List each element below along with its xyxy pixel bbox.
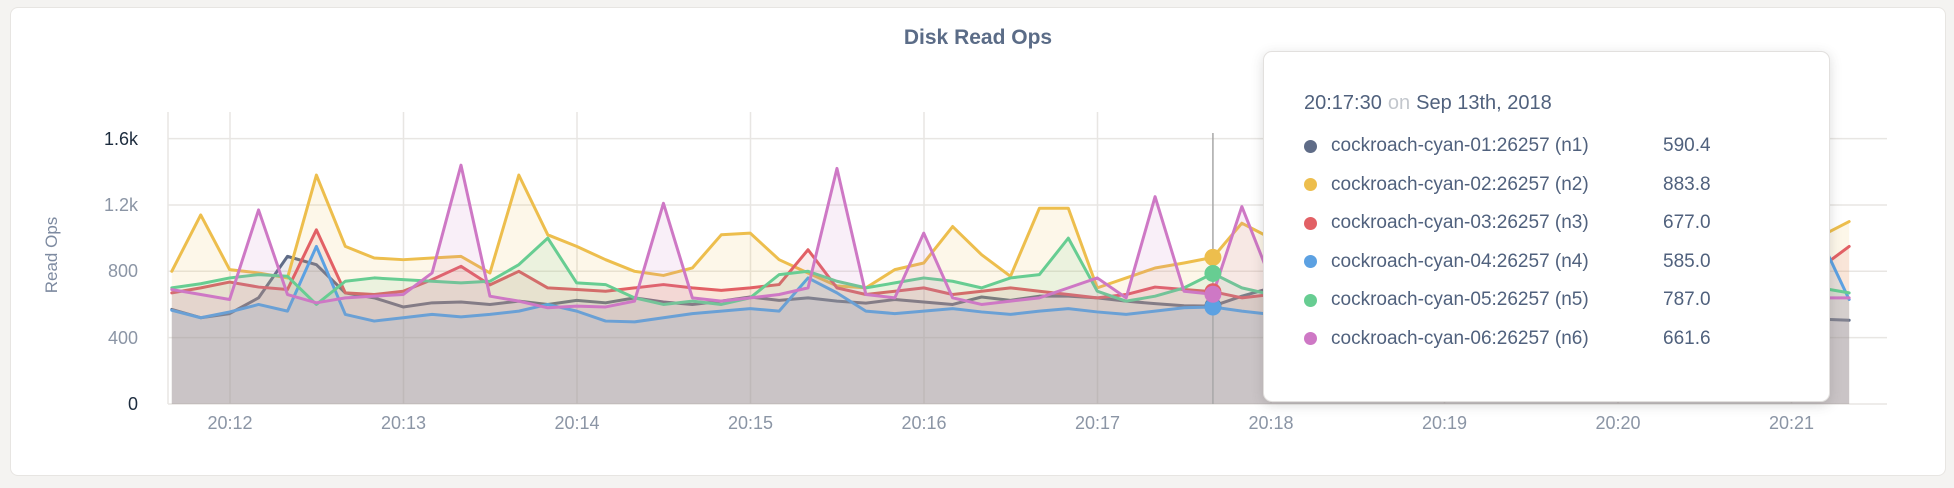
- x-tick-label: 20:17: [1074, 413, 1121, 433]
- chart-title: Disk Read Ops: [903, 26, 1053, 49]
- hover-dot-n4: [1204, 298, 1222, 316]
- y-tick-label: 800: [107, 261, 138, 282]
- tooltip-row: cockroach-cyan-06:26257 (n6) 661.6: [1304, 320, 1799, 359]
- legend-dot-icon: [1304, 293, 1317, 307]
- x-tick-label: 20:21: [1768, 413, 1815, 433]
- x-tick-label: 20:18: [1248, 413, 1294, 433]
- hover-dot-n6: [1204, 285, 1222, 303]
- tooltip-series-label: cockroach-cyan-03:26257 (n3): [1331, 212, 1589, 234]
- tooltip-series-value: 677.0: [1663, 212, 1711, 234]
- x-tick-label: 20:15: [727, 413, 774, 433]
- tooltip-series-value: 883.8: [1663, 173, 1711, 195]
- legend-dot-icon: [1304, 332, 1317, 346]
- x-tick-label: 20:13: [380, 413, 427, 433]
- tooltip-series-value: 787.0: [1663, 289, 1711, 311]
- y-tick-label: 0: [127, 394, 138, 414]
- tooltip-series-value: 590.4: [1663, 135, 1711, 157]
- x-tick-label: 20:16: [901, 413, 947, 433]
- x-tick-label: 20:14: [554, 413, 600, 433]
- x-tick-label: 20:12: [207, 413, 253, 433]
- y-tick-label: 1.6k: [103, 128, 138, 149]
- tooltip-series-label: cockroach-cyan-02:26257 (n2): [1331, 173, 1589, 195]
- hover-dot-n2: [1204, 248, 1222, 266]
- tooltip-conjunction: on: [1387, 92, 1411, 114]
- legend-dot-icon: [1304, 255, 1317, 269]
- tooltip-row: cockroach-cyan-05:26257 (n5) 787.0: [1304, 281, 1799, 320]
- tooltip-legend: cockroach-cyan-01:26257 (n1) 590.4 cockroa…: [1304, 127, 1799, 358]
- x-tick-label: 20:20: [1595, 413, 1641, 433]
- legend-dot-icon: [1304, 216, 1317, 230]
- tooltip-row: cockroach-cyan-01:26257 (n1) 590.4: [1304, 127, 1799, 166]
- tooltip-series-label: cockroach-cyan-04:26257 (n4): [1331, 250, 1589, 272]
- hover-dot-n5: [1204, 264, 1222, 282]
- tooltip-date: Sep 13th, 2018: [1416, 92, 1552, 114]
- hover-tooltip: 20:17:30 on Sep 13th, 2018 cockroach-cyan-…: [1263, 51, 1830, 402]
- tooltip-row: cockroach-cyan-02:26257 (n2) 883.8: [1304, 166, 1799, 205]
- tooltip-series-value: 585.0: [1663, 250, 1711, 272]
- legend-dot-icon: [1304, 178, 1317, 192]
- y-tick-label: 400: [107, 327, 138, 348]
- tooltip-series-label: cockroach-cyan-05:26257 (n5): [1331, 289, 1589, 311]
- x-tick-label: 20:19: [1421, 413, 1468, 433]
- tooltip-row: cockroach-cyan-04:26257 (n4) 585.0: [1304, 243, 1799, 282]
- tooltip-series-value: 661.6: [1663, 327, 1711, 349]
- tooltip-header: 20:17:30 on Sep 13th, 2018: [1304, 92, 1799, 115]
- tooltip-series-label: cockroach-cyan-06:26257 (n6): [1331, 327, 1589, 349]
- tooltip-row: cockroach-cyan-03:26257 (n3) 677.0: [1304, 204, 1799, 243]
- legend-dot-icon: [1304, 139, 1317, 153]
- y-tick-label: 1.2k: [103, 194, 138, 215]
- tooltip-time: 20:17:30: [1304, 92, 1382, 114]
- tooltip-series-label: cockroach-cyan-01:26257 (n1): [1331, 135, 1589, 157]
